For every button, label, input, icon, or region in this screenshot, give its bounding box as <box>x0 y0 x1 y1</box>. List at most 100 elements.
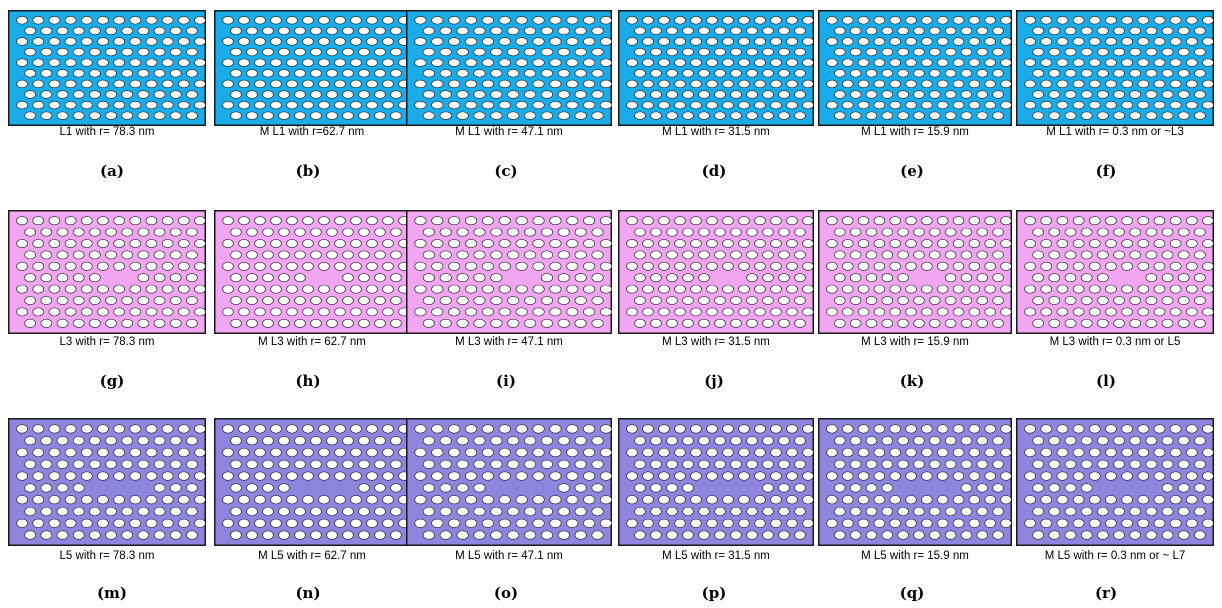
air-hole <box>56 483 69 493</box>
air-hole <box>786 79 798 89</box>
air-hole <box>326 318 338 328</box>
air-hole <box>490 506 503 517</box>
air-hole <box>937 471 949 481</box>
air-hole <box>145 100 158 110</box>
air-hole <box>690 261 702 271</box>
air-hole <box>865 69 878 78</box>
air-hole <box>515 471 528 481</box>
air-hole <box>278 459 290 469</box>
air-hole <box>56 530 69 540</box>
air-hole <box>490 69 503 78</box>
air-hole <box>634 47 646 57</box>
air-hole <box>456 506 469 517</box>
air-hole <box>222 239 234 248</box>
air-hole <box>97 471 109 481</box>
air-hole <box>507 111 520 120</box>
air-hole <box>976 296 988 305</box>
air-hole <box>865 436 878 446</box>
air-hole <box>913 69 925 78</box>
air-hole <box>762 436 774 446</box>
air-hole <box>826 307 838 317</box>
air-hole <box>754 16 766 25</box>
air-hole <box>714 47 726 57</box>
air-hole <box>1194 227 1206 237</box>
air-hole <box>650 227 662 237</box>
air-hole <box>549 261 562 271</box>
air-hole <box>968 495 981 505</box>
air-hole <box>591 296 604 305</box>
air-hole <box>944 506 957 517</box>
air-hole <box>48 447 61 458</box>
air-hole <box>186 296 198 305</box>
air-hole <box>490 273 503 283</box>
air-hole <box>374 227 386 237</box>
air-hole <box>591 227 604 237</box>
air-hole <box>1024 79 1036 89</box>
air-hole <box>1040 284 1053 294</box>
air-hole <box>178 424 190 434</box>
air-hole <box>714 530 726 540</box>
panel-letter: (b) <box>295 162 321 180</box>
air-hole <box>1177 250 1190 260</box>
panel-letter: (c) <box>494 162 518 180</box>
air-hole <box>40 530 53 540</box>
air-hole <box>1145 530 1158 540</box>
air-hole <box>826 58 838 67</box>
air-hole <box>350 471 362 481</box>
air-hole <box>1105 58 1117 67</box>
air-hole <box>532 495 545 505</box>
air-hole <box>350 239 362 248</box>
air-hole <box>540 530 553 540</box>
air-hole <box>634 227 646 237</box>
air-hole <box>374 296 386 305</box>
air-hole <box>794 436 806 446</box>
air-hole <box>382 37 394 46</box>
air-hole <box>366 447 378 458</box>
air-hole <box>342 506 354 517</box>
air-hole <box>366 16 378 25</box>
air-hole <box>515 307 528 317</box>
air-hole <box>849 69 862 78</box>
air-hole <box>222 261 234 271</box>
air-hole <box>706 447 718 458</box>
air-hole <box>490 111 503 120</box>
air-hole <box>105 111 117 120</box>
air-hole <box>1169 58 1182 67</box>
air-hole <box>342 459 354 469</box>
air-hole <box>1177 47 1190 57</box>
air-hole <box>532 79 545 89</box>
air-hole <box>358 250 370 260</box>
air-hole <box>186 273 198 283</box>
air-hole <box>366 495 378 505</box>
panel-caption: M L5 with r= 15.9 nm <box>861 550 969 562</box>
air-hole <box>439 296 452 305</box>
air-hole <box>145 518 158 528</box>
air-hole <box>1186 424 1198 434</box>
air-hole <box>666 506 678 517</box>
air-hole <box>254 16 266 25</box>
air-hole <box>89 506 101 517</box>
air-hole <box>1161 69 1174 78</box>
crystal-lattice <box>618 210 814 334</box>
air-hole <box>549 58 562 67</box>
air-hole <box>591 47 604 57</box>
air-hole <box>278 530 290 540</box>
air-hole <box>72 90 85 99</box>
air-hole <box>937 239 949 248</box>
air-hole <box>1113 296 1125 305</box>
air-hole <box>1177 111 1190 120</box>
air-hole <box>153 318 166 328</box>
air-hole <box>1056 239 1069 248</box>
air-hole <box>730 227 742 237</box>
air-hole <box>666 318 678 328</box>
air-hole <box>1064 69 1077 78</box>
air-hole <box>842 79 854 89</box>
air-hole <box>540 227 553 237</box>
air-hole <box>1080 111 1093 120</box>
air-hole <box>984 58 996 67</box>
air-hole <box>566 518 579 528</box>
air-hole <box>318 216 330 226</box>
air-hole <box>507 506 520 517</box>
air-hole <box>390 273 402 283</box>
air-hole <box>857 100 870 110</box>
